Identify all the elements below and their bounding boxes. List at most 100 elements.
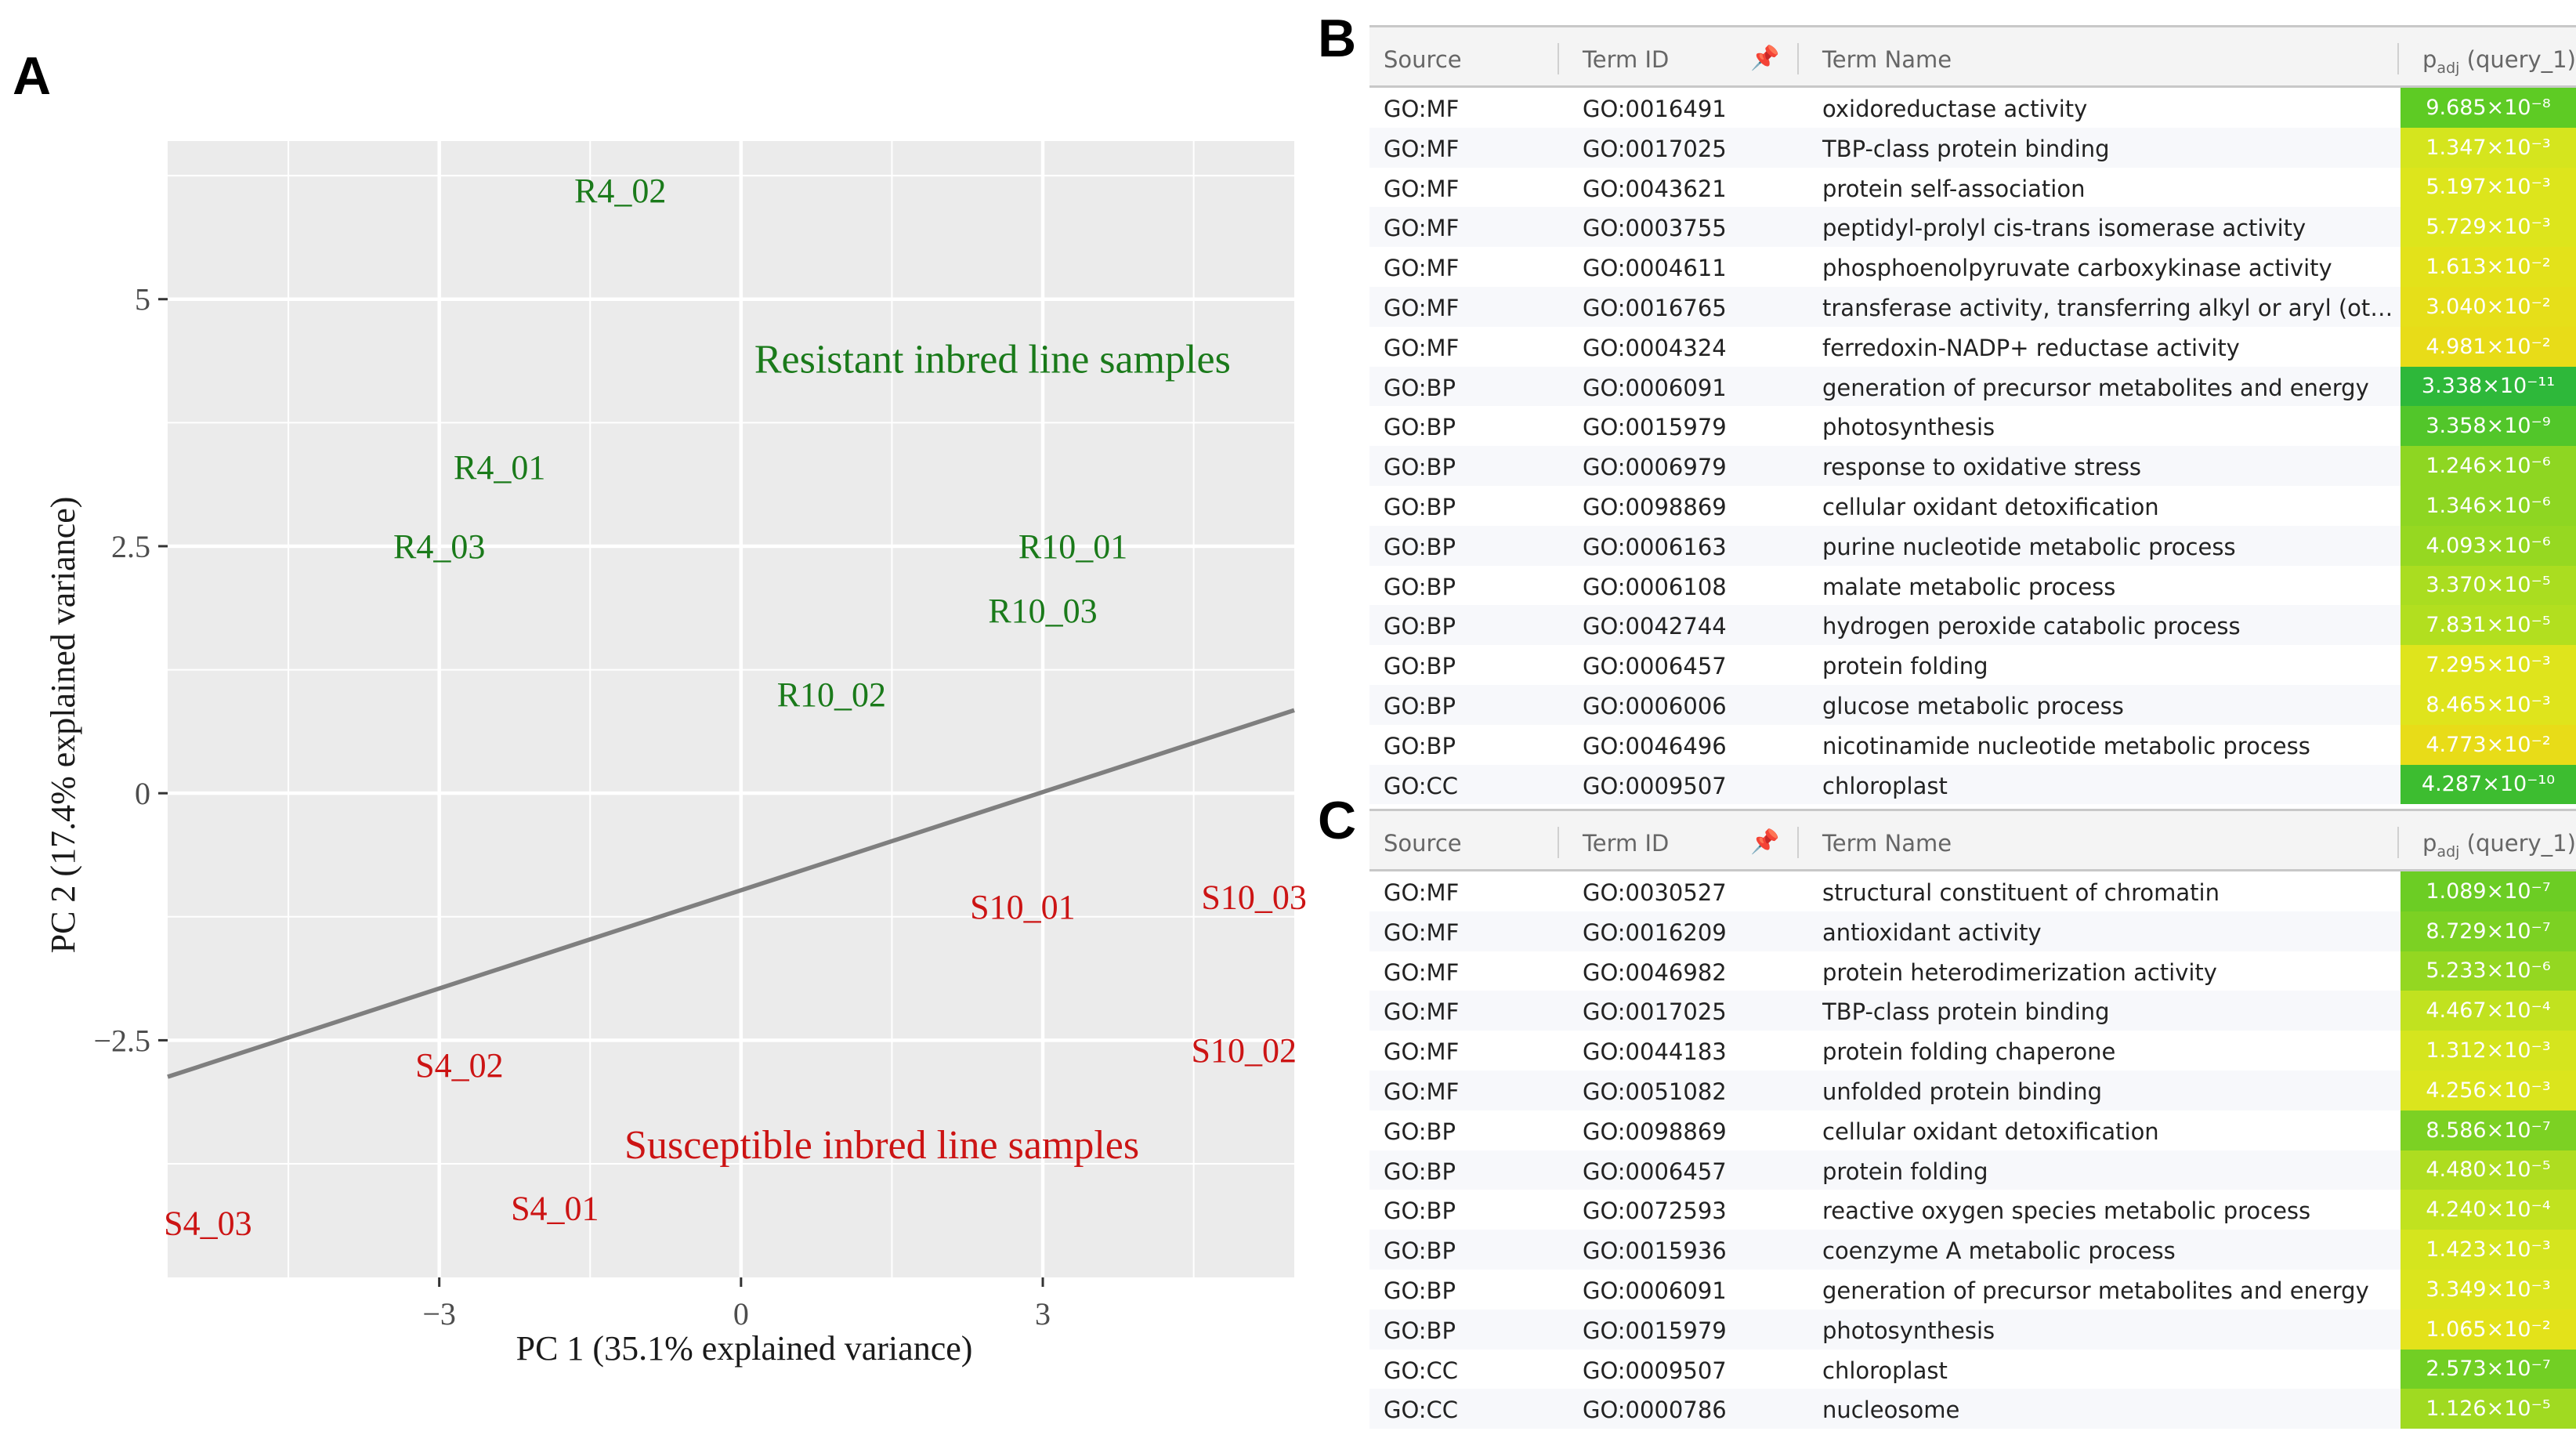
panel-label-b: B (1318, 9, 1357, 68)
table-row[interactable]: GO:MF GO:0030527 structural constituent of… (1369, 871, 2576, 911)
enrichment-table-c: Source Term ID 📌 Term Name padj (query_1… (1369, 809, 2576, 1429)
table-row[interactable]: GO:BP GO:0006457 protein folding 7.295×10⁻³ (1369, 645, 2576, 685)
header-padj[interactable]: padj (query_1) (2422, 830, 2576, 860)
source-cell: GO:BP (1384, 1317, 1456, 1344)
table-row[interactable]: GO:CC GO:0000786 nucleosome 1.126×10⁻⁵ (1369, 1389, 2576, 1429)
panel-label-c: C (1318, 791, 1357, 850)
source-cell: GO:MF (1384, 96, 1460, 122)
term-name-cell: protein self-association (1822, 175, 2086, 202)
header-source[interactable]: Source (1384, 830, 1462, 857)
x-tick-label: 3 (1035, 1296, 1051, 1331)
term-id-cell: GO:0016765 (1583, 294, 1727, 321)
source-cell: GO:MF (1384, 175, 1460, 202)
source-cell: GO:BP (1384, 653, 1456, 680)
source-cell: GO:MF (1384, 135, 1460, 162)
padj-cell: 1.065×10⁻² (2401, 1309, 2576, 1350)
point-label: S10_03 (1201, 879, 1306, 917)
term-name-cell: malate metabolic process (1822, 573, 2116, 600)
header-source[interactable]: Source (1384, 46, 1462, 73)
term-id-cell: GO:0006006 (1583, 692, 1727, 719)
padj-tail: (query_1) (2459, 830, 2576, 857)
table-row[interactable]: GO:BP GO:0006091 generation of precursor m… (1369, 1269, 2576, 1310)
term-id-cell: GO:0098869 (1583, 493, 1727, 520)
padj-sub: adj (2437, 59, 2460, 77)
table-row[interactable]: GO:BP GO:0098869 cellular oxidant detoxifi… (1369, 485, 2576, 526)
table-row[interactable]: GO:BP GO:0006457 protein folding 4.480×10⁻⁵ (1369, 1150, 2576, 1190)
term-name-cell: generation of precursor metabolites and … (1822, 1277, 2369, 1304)
table-row[interactable]: GO:MF GO:0016765 transferase activity, tra… (1369, 286, 2576, 327)
x-axis-label: PC 1 (35.1% explained variance) (516, 1329, 973, 1368)
term-name-cell: photosynthesis (1822, 414, 1995, 441)
table-row[interactable]: GO:MF GO:0044183 protein folding chaperone… (1369, 1031, 2576, 1071)
table-row[interactable]: GO:MF GO:0004611 phosphoenolpyruvate carbo… (1369, 247, 2576, 287)
source-cell: GO:BP (1384, 414, 1456, 441)
pin-icon[interactable]: 📌 (1750, 45, 1780, 72)
term-id-cell: GO:0006163 (1583, 533, 1727, 560)
table-row[interactable]: GO:BP GO:0042744 hydrogen peroxide catabol… (1369, 605, 2576, 646)
header-padj[interactable]: padj (query_1) (2422, 46, 2576, 77)
header-term-id[interactable]: Term ID (1583, 46, 1670, 73)
y-tick-label: 5 (135, 282, 150, 317)
table-header: Source Term ID 📌 Term Name padj (query_1… (1369, 809, 2576, 871)
table-row[interactable]: GO:BP GO:0046496 nicotinamide nucleotide m… (1369, 724, 2576, 765)
table-row[interactable]: GO:MF GO:0046982 protein heterodimerizatio… (1369, 951, 2576, 991)
term-id-cell: GO:0098869 (1583, 1118, 1727, 1145)
padj-sub: adj (2437, 842, 2460, 860)
source-cell: GO:MF (1384, 958, 1460, 986)
table-row[interactable]: GO:BP GO:0006108 malate metabolic process 3… (1369, 565, 2576, 606)
term-name-cell: nicotinamide nucleotide metabolic proces… (1822, 732, 2310, 759)
table-row[interactable]: GO:BP GO:0098869 cellular oxidant detoxifi… (1369, 1110, 2576, 1150)
table-row[interactable]: GO:BP GO:0006163 purine nucleotide metabol… (1369, 525, 2576, 566)
padj-cell: 1.347×10⁻³ (2401, 127, 2576, 168)
term-name-cell: response to oxidative stress (1822, 454, 2141, 481)
table-row[interactable]: GO:MF GO:0004324 ferredoxin-NADP+ reductas… (1369, 326, 2576, 367)
header-term-name[interactable]: Term Name (1822, 830, 1952, 857)
header-term-name[interactable]: Term Name (1822, 46, 1952, 73)
padj-cell: 3.040×10⁻² (2401, 286, 2576, 327)
source-cell: GO:BP (1384, 493, 1456, 520)
padj-cell: 4.480×10⁻⁵ (2401, 1150, 2576, 1190)
table-row[interactable]: GO:BP GO:0006979 response to oxidative str… (1369, 446, 2576, 486)
source-cell: GO:MF (1384, 294, 1460, 321)
table-row[interactable]: GO:BP GO:0006006 glucose metabolic process… (1369, 684, 2576, 725)
table-row[interactable]: GO:MF GO:0003755 peptidyl-prolyl cis-trans… (1369, 207, 2576, 248)
padj-cell: 7.831×10⁻⁵ (2401, 605, 2576, 646)
table-row[interactable]: GO:MF GO:0051082 unfolded protein binding 4… (1369, 1070, 2576, 1110)
term-name-cell: chloroplast (1822, 772, 1948, 799)
term-name-cell: TBP-class protein binding (1822, 135, 2110, 162)
source-cell: GO:BP (1384, 1237, 1456, 1265)
table-row[interactable]: GO:BP GO:0006091 generation of precursor m… (1369, 366, 2576, 407)
term-name-cell: coenzyme A metabolic process (1822, 1237, 2176, 1265)
pca-scatter-chart: −3 0 3 −2.5 0 2.5 5 R4_02 R4_01 R4_03 R10_01 R10_0… (44, 141, 1307, 1368)
term-name-cell: nucleosome (1822, 1397, 1960, 1424)
term-id-cell: GO:0000786 (1583, 1397, 1727, 1424)
term-name-cell: unfolded protein binding (1822, 1078, 2103, 1105)
padj-cell: 4.093×10⁻⁶ (2401, 525, 2576, 566)
padj-main: p (2422, 830, 2437, 857)
term-id-cell: GO:0015979 (1583, 1317, 1727, 1344)
term-name-cell: cellular oxidant detoxification (1822, 493, 2159, 520)
term-id-cell: GO:0017025 (1583, 998, 1727, 1026)
padj-cell: 3.338×10⁻¹¹ (2401, 366, 2576, 407)
table-row[interactable]: GO:MF GO:0043621 protein self-association 5… (1369, 167, 2576, 208)
source-cell: GO:MF (1384, 998, 1460, 1026)
table-row[interactable]: GO:MF GO:0017025 TBP-class protein binding… (1369, 127, 2576, 168)
table-row[interactable]: GO:BP GO:0015936 coenzyme A metabolic proc… (1369, 1230, 2576, 1270)
table-row[interactable]: GO:CC GO:0009507 chloroplast 4.287×10⁻¹⁰ (1369, 764, 2576, 805)
term-id-cell: GO:0046982 (1583, 958, 1727, 986)
point-label: R4_01 (454, 448, 545, 487)
source-cell: GO:BP (1384, 533, 1456, 560)
table-row[interactable]: GO:BP GO:0015979 photosynthesis 3.358×10⁻⁹ (1369, 406, 2576, 447)
table-row[interactable]: GO:MF GO:0016491 oxidoreductase activity 9.… (1369, 88, 2576, 128)
group-annotation: Susceptible inbred line samples (624, 1123, 1139, 1168)
table-row[interactable]: GO:MF GO:0017025 TBP-class protein binding… (1369, 991, 2576, 1031)
point-label: S4_02 (415, 1046, 503, 1085)
pin-icon[interactable]: 📌 (1750, 828, 1780, 856)
table-row[interactable]: GO:MF GO:0016209 antioxidant activity 8.729… (1369, 911, 2576, 951)
padj-cell: 5.197×10⁻³ (2401, 167, 2576, 208)
header-term-id[interactable]: Term ID (1583, 830, 1670, 857)
table-row[interactable]: GO:BP GO:0015979 photosynthesis 1.065×10⁻² (1369, 1309, 2576, 1350)
term-id-cell: GO:0006457 (1583, 653, 1727, 680)
table-row[interactable]: GO:CC GO:0009507 chloroplast 2.573×10⁻⁷ (1369, 1349, 2576, 1389)
table-row[interactable]: GO:BP GO:0072593 reactive oxygen species m… (1369, 1190, 2576, 1230)
